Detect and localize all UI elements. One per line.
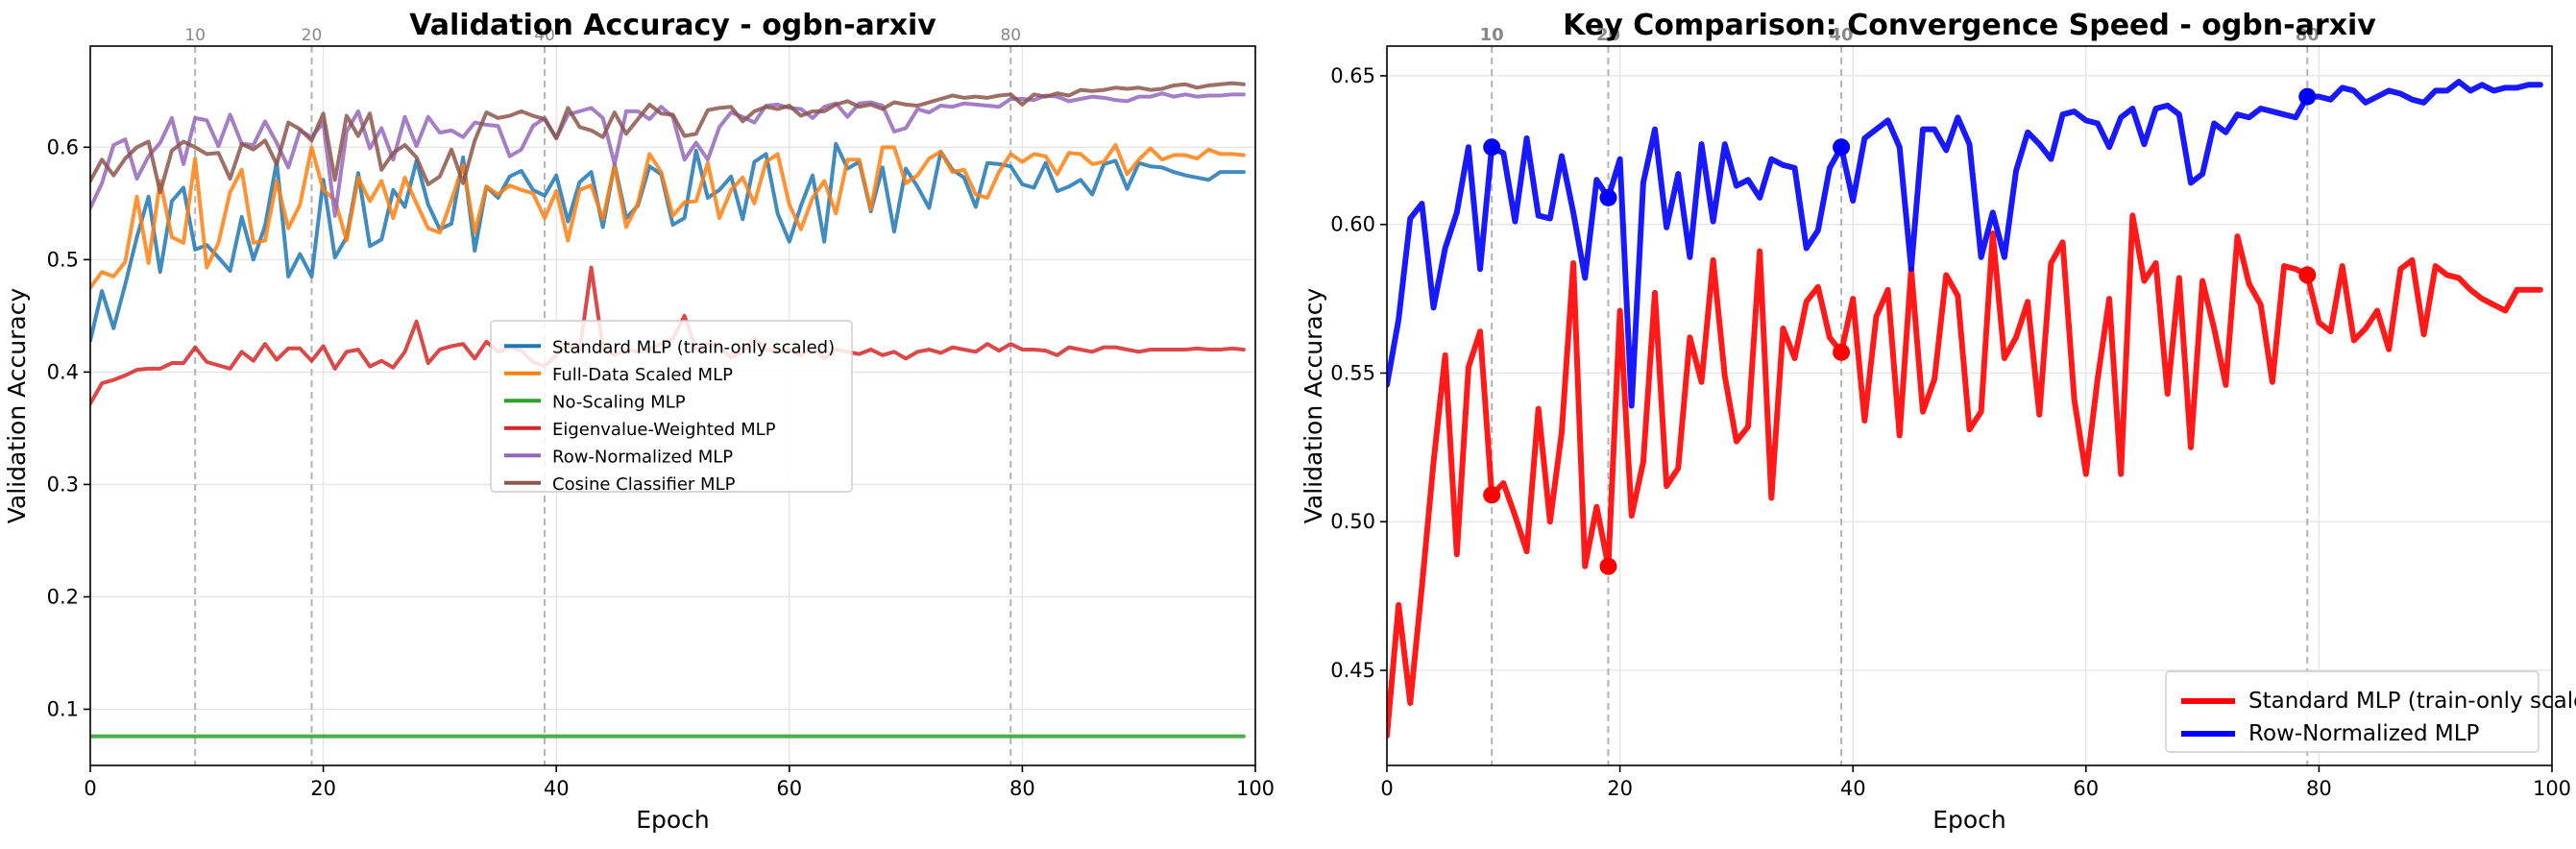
tick-labels: 0 20 40 60 80 100 0.45 0.50 0.55 0.60 0.65 [1330,64,2571,800]
y-tick-label: 0.1 [47,697,79,720]
y-tick-label: 0.6 [47,135,79,158]
y-tick-label: 0.2 [47,585,79,608]
legend-label-2: Full-Data Scaled MLP [552,365,733,385]
panel-convergence-speed: 10 20 40 80 0 20 40 60 80 100 0.45 0.50 0.55 0.60 0.65… [1300,9,2576,834]
series-line-1 [1387,212,2543,740]
chart-title: Key Comparison: Convergence Speed - ogbn… [1563,9,2376,42]
x-tick-label: 20 [310,777,336,800]
x-tick-label: 40 [1840,777,1866,800]
series-line-2 [1387,79,2543,409]
series-lines [90,81,1246,739]
legend-box [2165,670,2540,753]
y-tick-label: 0.60 [1330,213,1375,236]
epoch-reference-label: 20 [1596,25,1620,45]
epoch-reference-label: 10 [1480,25,1504,45]
legend-label-6: Cosine Classifier MLP [552,474,736,495]
x-axis-label: Epoch [636,806,710,834]
milestone-marker [1483,138,1501,157]
plot-frame [1386,45,2553,766]
y-tick-label: 0.65 [1330,64,1375,87]
plot-frame [89,45,1256,766]
epoch-reference-label: 20 [302,26,323,45]
x-tick-label: 0 [1380,777,1393,800]
milestone-marker [1599,557,1617,575]
x-tick-label: 60 [776,777,802,800]
y-axis-label: Validation Accuracy [3,288,31,524]
legend-box [490,320,853,493]
x-axis-label: Epoch [1932,806,2006,834]
series-lines [1387,79,2543,740]
epoch-reference-label: 10 [184,26,206,45]
epoch-reference-label: 40 [534,26,555,45]
x-tick-label: 80 [2306,777,2332,800]
epoch-reference-label: 80 [1000,26,1021,45]
epoch-reference-label: 80 [2296,25,2320,45]
y-tick-label: 0.55 [1330,361,1375,384]
y-tick-label: 0.3 [47,473,79,496]
series-markers [1483,87,2317,575]
tick-labels: 0 20 40 60 80 100 0.1 0.2 0.3 0.4 0.5 0.6 [47,135,1275,800]
y-tick-label: 0.4 [47,360,79,383]
x-tick-label: 0 [84,777,96,800]
y-axis-label: Validation Accuracy [1300,288,1327,524]
series-line-2 [90,142,1246,290]
milestone-marker [2298,266,2317,284]
x-tick-label: 100 [1236,777,1275,800]
legend-label-5: Row-Normalized MLP [552,447,733,467]
series-line-6 [90,81,1246,195]
legend-label-1: Standard MLP (train-only scaled) [552,337,835,357]
x-tick-label: 100 [2533,777,2571,800]
milestone-marker [1833,343,1851,361]
y-tick-label: 0.5 [47,248,79,271]
legend: Standard MLP (train-only scaled) Row-Norm… [2165,670,2576,753]
milestone-marker [1833,138,1851,157]
legend-label-4: Eigenvalue-Weighted MLP [552,420,776,440]
milestone-marker [1483,486,1501,504]
milestone-marker [1599,188,1617,206]
x-tick-label: 80 [1009,777,1035,800]
x-tick-label: 20 [1607,777,1633,800]
panel-validation-accuracy: 10 20 40 80 0 20 40 60 80 100 0.1 0.2 0.3 0.4 0.5 0.6 Va… [3,9,1275,834]
milestone-marker [2298,87,2317,106]
y-tick-label: 0.45 [1330,659,1375,682]
x-tick-label: 40 [544,777,570,800]
legend-label-2: Row-Normalized MLP [2248,721,2480,746]
legend-label-3: No-Scaling MLP [552,392,686,412]
epoch-reference-label: 40 [1830,25,1854,45]
y-tick-label: 0.50 [1330,510,1375,533]
legend: Standard MLP (train-only scaled) Full-Dat… [490,320,853,495]
chart-title: Validation Accuracy - ogbn-arxiv [409,9,936,42]
legend-label-1: Standard MLP (train-only scaled) [2248,689,2576,714]
x-tick-label: 60 [2073,777,2099,800]
